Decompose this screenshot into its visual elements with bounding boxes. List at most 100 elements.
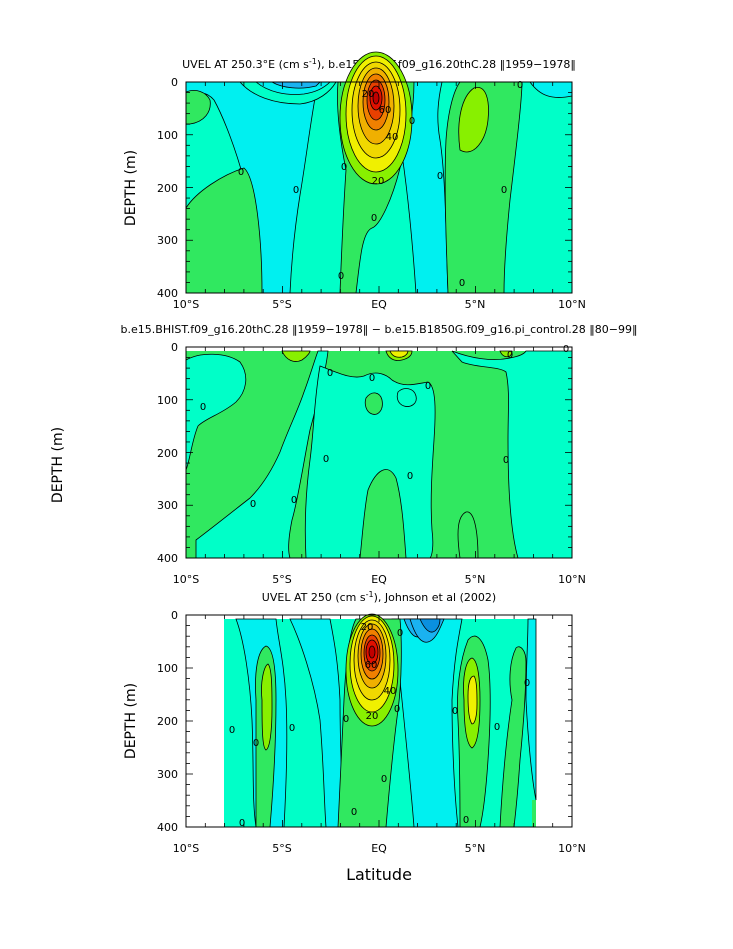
panel-3-x-tick-label: 5°S — [272, 842, 291, 855]
panel-3-contour-label: 0 — [229, 725, 235, 736]
panel-1-x-tick-label: 10°N — [558, 298, 586, 311]
panel-1-contour-label: 0 — [501, 185, 507, 196]
panel-3-contour-label: 0 — [452, 706, 458, 717]
panel-1-contour-label: 20 — [362, 89, 375, 100]
panel-3-y-tick-label: 300 — [157, 768, 178, 781]
panel-1-contour-label: 0 — [338, 271, 344, 282]
panel-2-y-tick-label: 200 — [157, 447, 178, 460]
panel-2-axis-ticks — [185, 346, 573, 559]
panel-1-x-ticks: 10°S 5°S EQ 5°N 10°N — [173, 298, 586, 311]
panel-3-contour-labels: 0 0 0 0 0 0 0 0 0 0 0 0 0 20 60 40 20 — [229, 622, 530, 829]
panel-2-contour-label: 0 — [291, 495, 297, 506]
panel-3-contour-label: 20 — [361, 622, 374, 633]
panel-2: b.e15.BHIST.f09_g16.20thC.28 ‖1959−1978‖… — [121, 323, 638, 586]
panel-1-far-east-westward — [529, 82, 572, 98]
panel-3-contour-label: 0 — [289, 723, 295, 734]
panel-1-x-tick-label: 5°S — [272, 298, 291, 311]
panel-2-contour-label: 0 — [250, 499, 256, 510]
panel-3-contour-label: 0 — [494, 722, 500, 733]
panel-2-y-tick-label: 300 — [157, 499, 178, 512]
panel-1-contour-label: 0 — [293, 185, 299, 196]
panel-3-ylabel: DEPTH (m) — [123, 683, 139, 759]
panel-3-title: UVEL AT 250 (cm s-1), Johnson et al (200… — [262, 590, 496, 604]
panel-3-contour-label: 0 — [239, 818, 245, 829]
panel-1-sw-eastward-region — [186, 167, 263, 293]
panel-1-contour-label: 40 — [386, 132, 399, 143]
panel-1-y-tick-label: 300 — [157, 234, 178, 247]
panel-1-y-tick-label: 100 — [157, 129, 178, 142]
panel-3-east-edge-strip — [532, 800, 536, 827]
panel-3-contour-label: 0 — [351, 807, 357, 818]
panel-2-central-positive — [364, 392, 383, 415]
panel-1-euc-jet — [339, 51, 413, 185]
panel-2-positive-patch-d — [499, 350, 513, 358]
panel-3-far-east-westward — [525, 618, 537, 801]
panel-1-y-tick-label: 200 — [157, 182, 178, 195]
panel-2-sw-negative — [195, 350, 329, 558]
panel-3-contour-label: 0 — [381, 774, 387, 785]
x-axis-label: Latitude — [346, 865, 412, 884]
panel-2-se-positive — [457, 511, 479, 558]
panel-1-necc-core — [458, 87, 489, 153]
panel-3-x-tick-label: 10°N — [558, 842, 586, 855]
panel-3-euc-level-8 — [368, 645, 376, 659]
panel-1-contour-labels: 0 0 0 0 0 0 0 0 0 0 20 60 40 20 — [238, 80, 523, 289]
panel-3-west-eastward-core — [261, 663, 273, 751]
panel-2-positive-patch-a — [281, 350, 311, 362]
panel-3-contour-label: 40 — [384, 686, 397, 697]
panel-2-x-tick-label: 10°N — [558, 573, 586, 586]
panel-2-contour-label: 0 — [369, 373, 375, 384]
panel-1-axis-ticks — [185, 81, 573, 294]
panel-2-contour-label: 0 — [563, 344, 569, 355]
panel-1-contour-label: 60 — [379, 105, 392, 116]
panel-1-x-tick-label: EQ — [371, 298, 387, 311]
panel-3-x-tick-label: 10°S — [173, 842, 199, 855]
panel-3-x-ticks: 10°S 5°S EQ 5°N 10°N — [173, 842, 586, 855]
panel-2-central-negative — [304, 365, 436, 558]
panel-2-y-ticks: 0 100 200 300 400 — [157, 341, 178, 565]
panel-1-y-tick-label: 0 — [171, 76, 178, 89]
panel-2-east-negative — [451, 350, 572, 558]
panel-2-x-tick-label: 10°S — [173, 573, 199, 586]
panel-2-x-ticks: 10°S 5°S EQ 5°N 10°N — [173, 573, 586, 586]
panel-3-y-tick-label: 100 — [157, 662, 178, 675]
panel-2-contour-labels: 0 0 0 0 0 0 0 0 0 0 0 — [200, 344, 569, 510]
panel-3-westward-band-b — [289, 618, 345, 827]
panel-3-contour-label: 20 — [366, 711, 379, 722]
panel-1-x-tick-label: 10°S — [173, 298, 199, 311]
panel-2-contour-label: 0 — [507, 350, 513, 361]
panel-2-contour-label: 0 — [323, 454, 329, 465]
panel-2-contour-label: 0 — [327, 368, 333, 379]
panel-1-contour-label: 0 — [459, 278, 465, 289]
panel-2-west-negative — [186, 353, 247, 471]
panel-2-contour-label: 0 — [407, 471, 413, 482]
panel-2-contour-label: 0 — [425, 381, 431, 392]
panel-1: UVEL AT 250.3°E (cm s-1), b.e15.BHIST.f0… — [123, 51, 586, 311]
panel-2-contour-field — [186, 347, 572, 558]
panel-2-y-tick-label: 400 — [157, 552, 178, 565]
panel-3-contour-label: 0 — [397, 628, 403, 639]
panel-2-y-tick-label: 100 — [157, 394, 178, 407]
panel-2-title: b.e15.BHIST.f09_g16.20thC.28 ‖1959−1978‖… — [121, 323, 638, 336]
panel-2-y-tick-label: 0 — [171, 341, 178, 354]
panel-2-contour-label: 0 — [200, 402, 206, 413]
panel-3-necc-core — [467, 675, 478, 725]
panel-3-y-tick-label: 200 — [157, 715, 178, 728]
panel-3-contour-label: 0 — [253, 738, 259, 749]
panel-3-x-tick-label: EQ — [371, 842, 387, 855]
panel-2-x-tick-label: 5°N — [465, 573, 486, 586]
panel-1-euc-level-8 — [372, 91, 380, 105]
panel-3-sec-core — [419, 618, 441, 633]
panel-2-contour-label: 0 — [503, 455, 509, 466]
panel-1-contour-label: 0 — [371, 213, 377, 224]
shared-ylabel: DEPTH (m) — [50, 427, 66, 503]
panel-3: UVEL AT 250 (cm s-1), Johnson et al (200… — [123, 590, 586, 855]
panel-2-positive-patch-c — [389, 350, 409, 358]
panel-1-west-eastward-blob — [186, 90, 211, 125]
panel-2-x-tick-label: EQ — [371, 573, 387, 586]
panel-3-contour-label: 0 — [463, 815, 469, 826]
panel-1-contour-label: 0 — [437, 171, 443, 182]
panel-1-contour-label: 0 — [409, 116, 415, 127]
panel-1-x-tick-label: 5°N — [465, 298, 486, 311]
